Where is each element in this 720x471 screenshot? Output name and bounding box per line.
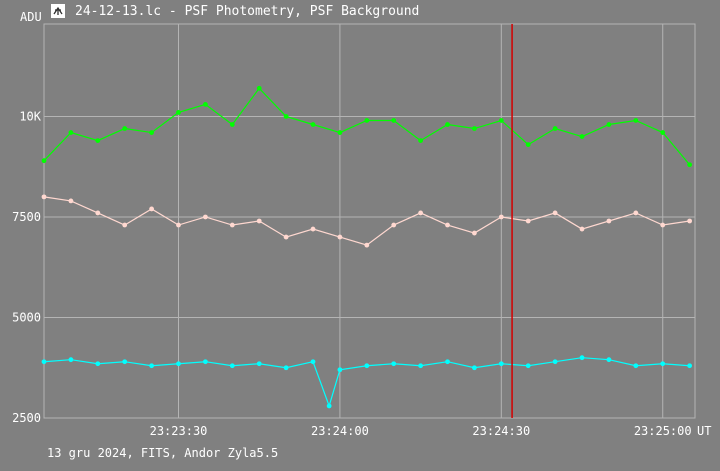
data-point bbox=[122, 222, 128, 228]
x-tick-label: 23:24:00 bbox=[311, 424, 369, 438]
data-point bbox=[633, 210, 639, 216]
data-point bbox=[41, 158, 47, 164]
data-point bbox=[176, 110, 181, 115]
data-point bbox=[364, 118, 370, 123]
y-tick-label: 10K bbox=[19, 109, 41, 123]
data-point bbox=[41, 359, 47, 365]
data-point bbox=[95, 361, 101, 367]
y-axis-label: ADU bbox=[20, 10, 42, 24]
title-bar: 24-12-13.lc - PSF Photometry, PSF Backgr… bbox=[0, 0, 720, 24]
data-point bbox=[633, 118, 639, 123]
data-point bbox=[606, 218, 612, 224]
data-point bbox=[256, 361, 262, 367]
data-point bbox=[310, 226, 316, 232]
data-point bbox=[149, 206, 155, 212]
series-line-0 bbox=[43, 87, 691, 166]
data-point bbox=[41, 194, 47, 200]
data-point bbox=[337, 130, 343, 135]
telescope-icon[interactable] bbox=[51, 4, 65, 18]
series-line-1 bbox=[43, 196, 690, 246]
data-point bbox=[445, 359, 450, 365]
data-point bbox=[310, 359, 316, 365]
data-point bbox=[606, 357, 612, 363]
data-point bbox=[337, 367, 343, 373]
data-point bbox=[472, 365, 477, 371]
data-point bbox=[391, 361, 397, 367]
data-point bbox=[68, 130, 74, 135]
data-point bbox=[364, 242, 370, 248]
data-point bbox=[283, 114, 289, 119]
x-axis-label: UT bbox=[697, 424, 712, 438]
data-point bbox=[326, 403, 332, 409]
data-point bbox=[203, 102, 208, 107]
data-point bbox=[176, 361, 181, 367]
data-point bbox=[498, 118, 504, 123]
data-point bbox=[418, 210, 424, 216]
series-line-2 bbox=[43, 357, 690, 408]
data-point bbox=[68, 357, 74, 363]
window-title: 24-12-13.lc - PSF Photometry, PSF Backgr… bbox=[75, 4, 420, 19]
data-point bbox=[525, 363, 531, 369]
data-point bbox=[525, 218, 531, 224]
data-point bbox=[472, 230, 477, 236]
data-point bbox=[660, 222, 666, 228]
data-point bbox=[579, 226, 585, 232]
data-point bbox=[445, 122, 450, 127]
data-point bbox=[256, 85, 262, 91]
data-point bbox=[552, 210, 558, 216]
data-point bbox=[337, 234, 343, 240]
x-tick-label: 23:25:00 bbox=[634, 424, 692, 438]
data-point bbox=[498, 214, 504, 220]
data-point bbox=[256, 218, 262, 224]
data-point bbox=[122, 126, 128, 131]
data-point bbox=[310, 122, 316, 127]
data-point bbox=[579, 355, 585, 361]
data-point bbox=[687, 363, 693, 369]
data-point bbox=[391, 222, 397, 228]
data-point bbox=[176, 222, 181, 228]
data-point bbox=[149, 130, 155, 135]
y-tick-label: 7500 bbox=[12, 210, 41, 224]
data-point bbox=[203, 214, 208, 220]
data-point bbox=[606, 122, 612, 127]
data-point bbox=[283, 365, 289, 371]
data-point bbox=[203, 359, 208, 365]
data-point bbox=[229, 122, 235, 127]
data-point bbox=[68, 198, 74, 204]
data-point bbox=[122, 359, 128, 365]
data-point bbox=[149, 363, 155, 369]
data-point bbox=[525, 142, 531, 148]
data-point bbox=[498, 361, 504, 367]
x-tick-label: 23:24:30 bbox=[472, 424, 530, 438]
data-point bbox=[687, 218, 693, 224]
data-point bbox=[95, 138, 101, 143]
data-point bbox=[472, 126, 477, 131]
footer-info: 13 gru 2024, FITS, Andor Zyla5.5 bbox=[47, 446, 279, 460]
data-point bbox=[229, 363, 235, 369]
data-point bbox=[391, 118, 397, 123]
data-point bbox=[633, 363, 639, 369]
data-point bbox=[229, 222, 235, 228]
data-point bbox=[445, 222, 450, 228]
data-point bbox=[660, 130, 666, 135]
data-point bbox=[418, 138, 424, 143]
data-point bbox=[552, 359, 558, 365]
data-point bbox=[660, 361, 666, 367]
data-point bbox=[418, 363, 424, 369]
data-point bbox=[687, 162, 693, 168]
y-tick-label: 5000 bbox=[12, 310, 41, 324]
data-point bbox=[552, 126, 558, 131]
data-point bbox=[283, 234, 289, 240]
data-point bbox=[579, 134, 585, 139]
x-tick-label: 23:23:30 bbox=[150, 424, 208, 438]
y-tick-label: 2500 bbox=[12, 411, 41, 425]
data-point bbox=[364, 363, 370, 369]
data-point bbox=[95, 210, 101, 216]
